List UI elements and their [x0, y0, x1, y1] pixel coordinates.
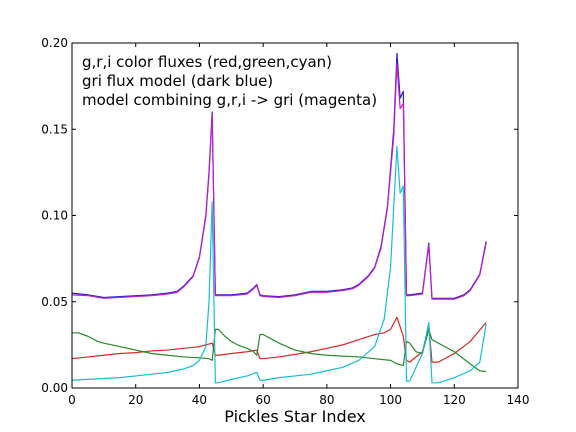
series-line-0	[71, 316, 487, 363]
series-layer	[71, 52, 487, 384]
x-tick-label-4: 80	[319, 393, 334, 407]
tick-layer: 0 20 40 60 80 100 120 140 0.00 0.05 0.10 0.15 0.20	[41, 36, 529, 407]
series-line-4	[71, 63, 487, 300]
x-axis-label: Pickles Star Index	[224, 407, 365, 426]
y-tick-label-1: 0.05	[41, 295, 68, 309]
x-tick-label-0: 0	[68, 393, 76, 407]
x-tick-label-1: 20	[128, 393, 143, 407]
x-tick-label-6: 120	[443, 393, 466, 407]
series-line-2	[71, 145, 487, 384]
y-tick-label-3: 0.15	[41, 122, 68, 136]
y-tick-label-4: 0.20	[41, 36, 68, 50]
annotation-line-1: g,r,i color fluxes (red,green,cyan)	[82, 53, 332, 71]
x-tick-label-5: 100	[379, 393, 402, 407]
x-tick-label-2: 40	[192, 393, 207, 407]
y-tick-label-0: 0.00	[41, 381, 68, 395]
annotation-line-3: model combining g,r,i -> gri (magenta)	[82, 91, 377, 109]
series-line-1	[72, 328, 487, 373]
plot-area	[72, 43, 518, 388]
y-tick-label-2: 0.10	[41, 209, 68, 223]
annotation-line-2: gri flux model (dark blue)	[82, 72, 273, 90]
x-tick-label-3: 60	[256, 393, 271, 407]
annotation-layer: g,r,i color fluxes (red,green,cyan) gri …	[82, 53, 377, 109]
x-tick-label-7: 140	[507, 393, 530, 407]
